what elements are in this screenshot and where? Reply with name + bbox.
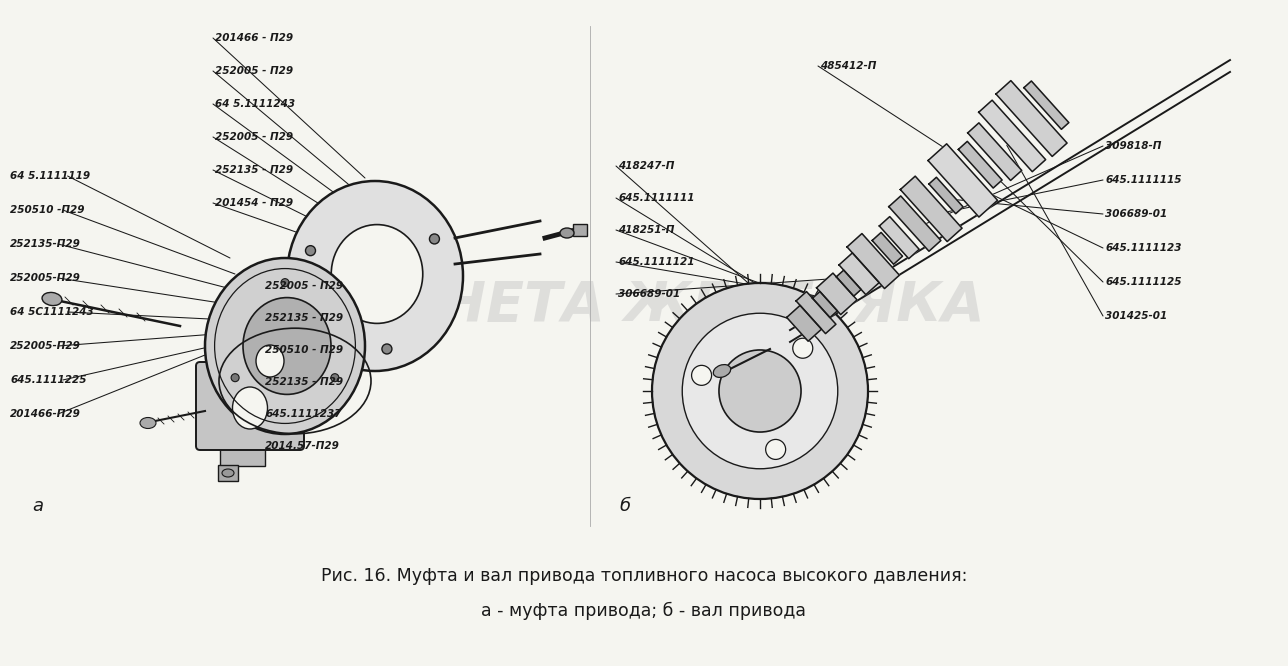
Text: а - муфта привода; б - вал привода: а - муфта привода; б - вал привода: [482, 602, 806, 620]
Polygon shape: [958, 141, 1002, 188]
Ellipse shape: [287, 181, 462, 371]
Circle shape: [692, 366, 711, 386]
Polygon shape: [836, 270, 862, 296]
Polygon shape: [929, 177, 963, 214]
Text: 645.1111123: 645.1111123: [1105, 243, 1181, 253]
Circle shape: [383, 344, 392, 354]
Text: 306689-01: 306689-01: [1105, 209, 1167, 219]
Text: 645.1111125: 645.1111125: [1105, 277, 1181, 287]
Text: 201466 - П29: 201466 - П29: [215, 33, 294, 43]
Text: 252135-П29: 252135-П29: [10, 239, 81, 249]
Ellipse shape: [43, 292, 62, 306]
Text: б: б: [620, 497, 631, 515]
Polygon shape: [1024, 81, 1069, 129]
Polygon shape: [929, 144, 997, 217]
Circle shape: [683, 313, 837, 469]
Text: 306689-01: 306689-01: [618, 289, 680, 299]
Polygon shape: [813, 292, 837, 318]
Polygon shape: [872, 232, 903, 264]
FancyBboxPatch shape: [252, 338, 313, 404]
Text: 201466-П29: 201466-П29: [10, 409, 81, 419]
Ellipse shape: [560, 228, 574, 238]
Text: 252005-П29: 252005-П29: [10, 341, 81, 351]
Text: 252135 - П29: 252135 - П29: [265, 377, 343, 387]
Text: 645.1111121: 645.1111121: [618, 257, 694, 267]
Circle shape: [429, 234, 439, 244]
Text: Рис. 16. Муфта и вал привода топливного насоса высокого давления:: Рис. 16. Муфта и вал привода топливного …: [321, 567, 967, 585]
Text: 250510 - П29: 250510 - П29: [265, 345, 343, 355]
Circle shape: [231, 374, 240, 382]
Text: 418251-П: 418251-П: [618, 225, 675, 235]
Ellipse shape: [243, 298, 331, 394]
Ellipse shape: [140, 418, 156, 428]
Polygon shape: [996, 81, 1066, 157]
Ellipse shape: [233, 387, 268, 429]
Text: 252135 - П29: 252135 - П29: [215, 165, 294, 175]
Text: 418247-П: 418247-П: [618, 161, 675, 171]
Circle shape: [765, 440, 786, 460]
Text: 64 5.1111119: 64 5.1111119: [10, 171, 90, 181]
Polygon shape: [787, 306, 822, 341]
Ellipse shape: [205, 258, 365, 434]
Circle shape: [719, 350, 801, 432]
Text: 301425-01: 301425-01: [1105, 311, 1167, 321]
Ellipse shape: [222, 469, 234, 477]
Text: 201454 - П29: 201454 - П29: [215, 198, 294, 208]
Text: 485412-П: 485412-П: [820, 61, 876, 71]
Text: 252005 - П29: 252005 - П29: [215, 132, 294, 142]
Text: 252135 - П29: 252135 - П29: [265, 313, 343, 323]
Ellipse shape: [331, 224, 422, 324]
Text: 2014.57-П29: 2014.57-П29: [265, 441, 340, 451]
Circle shape: [793, 338, 813, 358]
Circle shape: [331, 374, 339, 382]
FancyBboxPatch shape: [196, 362, 304, 450]
Text: 645.1111225: 645.1111225: [10, 375, 86, 385]
Text: 252005 - П29: 252005 - П29: [265, 281, 343, 291]
Polygon shape: [838, 253, 880, 294]
Circle shape: [281, 278, 289, 286]
Text: 309818-П: 309818-П: [1105, 141, 1162, 151]
Polygon shape: [817, 273, 857, 314]
Polygon shape: [880, 216, 920, 258]
Polygon shape: [796, 292, 836, 334]
Text: 252005 - П29: 252005 - П29: [215, 66, 294, 76]
Text: 252005-П29: 252005-П29: [10, 273, 81, 283]
Text: 64 5.1111243: 64 5.1111243: [215, 99, 295, 109]
Text: 645.1111111: 645.1111111: [618, 193, 694, 203]
Ellipse shape: [714, 364, 730, 378]
Bar: [218, 465, 238, 481]
Circle shape: [305, 246, 316, 256]
Ellipse shape: [256, 345, 283, 377]
Text: 645.1111115: 645.1111115: [1105, 175, 1181, 185]
Polygon shape: [967, 123, 1021, 180]
Polygon shape: [889, 196, 940, 251]
Bar: [573, 224, 587, 236]
Circle shape: [652, 283, 868, 499]
Text: а: а: [32, 497, 44, 515]
Text: 64 5С1111243: 64 5С1111243: [10, 307, 94, 317]
Polygon shape: [848, 234, 899, 288]
Text: 250510 -П29: 250510 -П29: [10, 205, 85, 215]
Bar: [220, 444, 265, 466]
Text: ПЛАНЕТА ЖЕЛЕЗЯКА: ПЛАНЕТА ЖЕЛЕЗЯКА: [304, 279, 984, 333]
Polygon shape: [979, 100, 1046, 172]
Polygon shape: [900, 176, 962, 242]
Text: 645.1111237: 645.1111237: [265, 409, 341, 419]
